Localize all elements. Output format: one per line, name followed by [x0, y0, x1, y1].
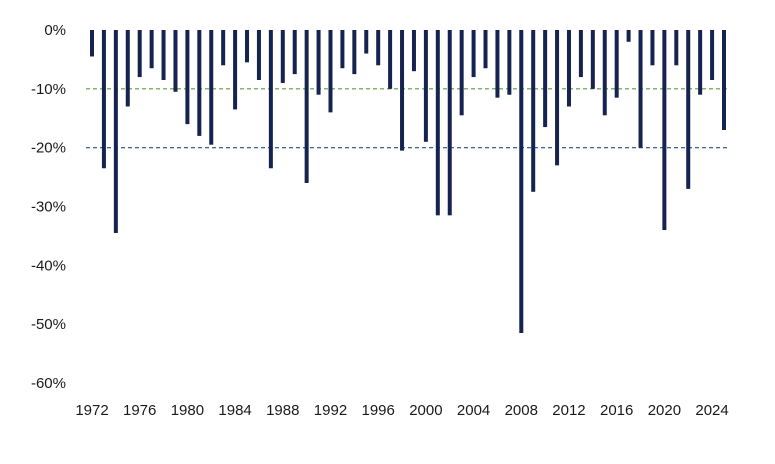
bar-1981: [197, 30, 202, 136]
bar-2023: [698, 30, 703, 95]
bar-2004: [471, 30, 476, 78]
bar-2025: [722, 30, 726, 131]
bar-1978: [161, 30, 166, 81]
bar-2009: [531, 30, 536, 192]
bar-1977: [149, 30, 154, 69]
bar-1998: [400, 30, 405, 151]
bar-1979: [173, 30, 178, 92]
bar-1991: [316, 30, 321, 95]
bar-2003: [459, 30, 464, 116]
x-axis-labels: 1972 1976 1980 1984 1988 1992 1996 2000 2004 2008…: [75, 402, 728, 419]
bar-1987: [268, 30, 273, 169]
bar-1986: [256, 30, 261, 81]
bar-2017: [626, 30, 631, 42]
x-tick-label: 1976: [123, 402, 156, 419]
bar-1985: [245, 30, 250, 63]
y-axis-labels: 0% -10% -20% -30% -40% -50% -60%: [31, 22, 66, 392]
bar-2012: [566, 30, 571, 107]
bar-1982: [209, 30, 214, 145]
x-tick-label: 2020: [648, 402, 681, 419]
x-tick-label: 2012: [552, 402, 585, 419]
bar-1994: [352, 30, 357, 75]
bar-1997: [388, 30, 393, 89]
bar-1988: [280, 30, 285, 83]
bar-1973: [101, 30, 106, 169]
bar-2022: [686, 30, 691, 189]
x-tick-label: 2004: [457, 402, 490, 419]
x-tick-label: 1996: [362, 402, 395, 419]
x-tick-label: 2008: [505, 402, 538, 419]
x-tick-label: 1984: [218, 402, 251, 419]
x-tick-label: 2024: [695, 402, 728, 419]
x-tick-label: 1972: [75, 402, 108, 419]
bar-2001: [435, 30, 440, 216]
bar-1974: [113, 30, 118, 233]
x-tick-label: 2000: [409, 402, 442, 419]
bar-1972: [90, 30, 94, 57]
bar-1975: [125, 30, 130, 107]
bar-2013: [578, 30, 583, 78]
bar-1996: [376, 30, 381, 66]
x-tick-label: 1992: [314, 402, 347, 419]
y-tick-label: -60%: [31, 375, 66, 392]
bar-2005: [483, 30, 488, 69]
bar-2002: [447, 30, 452, 216]
bar-2008: [519, 30, 524, 333]
x-tick-label: 1988: [266, 402, 299, 419]
y-tick-label: -50%: [31, 316, 66, 333]
bar-2014: [590, 30, 595, 89]
x-tick-label: 1980: [171, 402, 204, 419]
y-tick-label: -30%: [31, 199, 66, 216]
bar-1983: [221, 30, 226, 66]
bar-2019: [650, 30, 655, 66]
bar-1992: [328, 30, 333, 113]
bar-2007: [507, 30, 512, 95]
bar-1999: [411, 30, 416, 72]
bar-2020: [662, 30, 667, 231]
bar-2015: [602, 30, 607, 116]
bar-1984: [233, 30, 238, 110]
bar-1995: [364, 30, 369, 54]
y-tick-label: -10%: [31, 81, 66, 98]
bar-1980: [185, 30, 190, 125]
reference-lines: [86, 88, 728, 149]
bar-2011: [555, 30, 560, 166]
bar-2016: [614, 30, 619, 98]
bar-1989: [292, 30, 297, 75]
bar-2010: [543, 30, 548, 128]
y-tick-label: -20%: [31, 140, 66, 157]
bar-2000: [423, 30, 428, 142]
bars: [90, 30, 726, 333]
bar-2006: [495, 30, 500, 98]
bar-2024: [710, 30, 715, 81]
bar-1990: [304, 30, 309, 183]
y-tick-label: 0%: [44, 22, 66, 39]
bar-2018: [638, 30, 643, 148]
y-tick-label: -40%: [31, 257, 66, 274]
bar-1976: [137, 30, 142, 78]
x-tick-label: 2016: [600, 402, 633, 419]
bar-1993: [340, 30, 345, 69]
bar-2021: [674, 30, 679, 66]
